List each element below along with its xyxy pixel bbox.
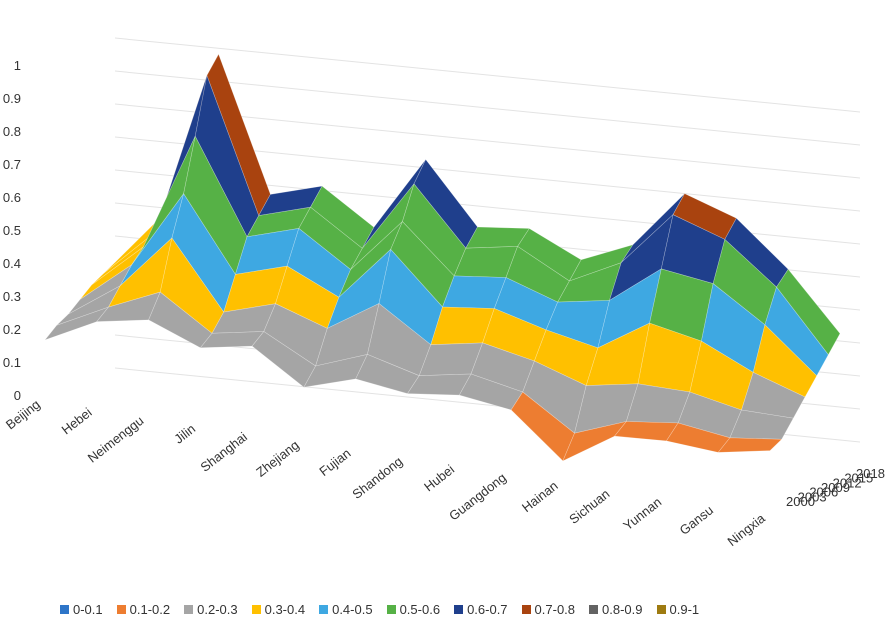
x-tick-label: Yunnan — [620, 494, 664, 533]
gridline — [114, 37, 861, 113]
z-tick-label: 0.1 — [3, 355, 21, 370]
legend-item: 0.1-0.2 — [116, 601, 171, 617]
depth-tick-label: 2012 — [833, 475, 862, 490]
x-tick-label: Fujian — [316, 445, 353, 479]
z-tick-label: 0.9 — [3, 91, 21, 106]
legend-swatch — [521, 604, 531, 614]
legend-label: 0.8-0.9 — [602, 601, 643, 617]
surface-cell — [717, 437, 783, 453]
z-tick-label: 0.4 — [3, 256, 21, 271]
legend-label: 0.6-0.7 — [467, 601, 508, 617]
x-tick-label: Neimenggu — [85, 413, 147, 466]
depth-tick-label: 2003 — [798, 489, 827, 504]
z-tick-label: 0.7 — [3, 157, 21, 172]
depth-tick-label: 2018 — [856, 466, 885, 481]
gridline — [114, 70, 861, 146]
surface — [44, 53, 841, 462]
legend-swatch — [184, 604, 194, 614]
legend-label: 0.5-0.6 — [399, 601, 441, 617]
legend: 0-0.1 0.1-0.2 0.2-0.3 0.3-0.4 0.4-0.5 0.5-0.6… — [60, 598, 699, 620]
legend-item: 0.9-1 — [656, 601, 700, 617]
legend-swatch — [251, 604, 261, 614]
x-tick-label: Hainan — [519, 478, 561, 515]
legend-item: 0-0.1 — [60, 602, 103, 617]
x-tick-label: Sichuan — [566, 486, 612, 527]
x-tick-label: Beijing — [3, 397, 43, 433]
x-tick-label: Jilin — [171, 421, 198, 447]
legend-swatch — [454, 604, 464, 614]
z-axis-ticks: 0 0.1 0.2 0.3 0.4 0.5 0.6 0.7 0.8 0.9 1 — [3, 58, 21, 403]
legend-swatch — [116, 604, 126, 614]
legend-label: 0.3-0.4 — [264, 601, 306, 617]
legend-item: 0.5-0.6 — [386, 601, 441, 617]
legend-item: 0.3-0.4 — [251, 601, 306, 617]
depth-tick-label: 2006 — [809, 485, 838, 500]
depth-tick-label: 2015 — [844, 471, 873, 486]
x-tick-label: Guangdong — [446, 470, 509, 524]
z-tick-label: 0.3 — [3, 289, 21, 304]
legend-swatch — [60, 604, 69, 614]
x-tick-label: Ningxia — [724, 510, 768, 549]
legend-item: 0.2-0.3 — [184, 601, 238, 617]
z-tick-label: 0.8 — [3, 124, 21, 139]
legend-swatch — [656, 604, 666, 614]
x-tick-label: Shanghai — [197, 429, 250, 475]
legend-label: 0.9-1 — [669, 601, 700, 617]
legend-label: 0.4-0.5 — [332, 601, 373, 617]
depth-tick-label: 2009 — [821, 480, 850, 495]
legend-item: 0.7-0.8 — [521, 601, 576, 617]
legend-item: 0.4-0.5 — [319, 601, 373, 617]
legend-swatch — [386, 604, 396, 614]
legend-item: 0.6-0.7 — [454, 601, 508, 617]
legend-label: 0.7-0.8 — [534, 601, 576, 617]
z-tick-label: 0.6 — [3, 190, 21, 205]
z-tick-label: 1 — [14, 58, 21, 73]
legend-item: 0.8-0.9 — [589, 601, 643, 617]
z-tick-label: 0 — [14, 388, 21, 403]
depth-tick-label: 2000 — [786, 494, 815, 509]
x-tick-label: Hubei — [421, 462, 457, 495]
x-tick-label: Gansu — [677, 502, 716, 537]
x-tick-label: Shandong — [349, 454, 405, 502]
z-tick-label: 0.2 — [3, 322, 21, 337]
legend-label: 0.1-0.2 — [129, 601, 171, 617]
z-tick-label: 0.5 — [3, 223, 21, 238]
legend-swatch — [589, 604, 599, 614]
legend-label: 0.2-0.3 — [197, 601, 238, 617]
x-tick-label: Zhejiang — [253, 437, 302, 480]
legend-label: 0-0.1 — [73, 601, 103, 617]
legend-swatch — [319, 604, 329, 614]
surface-cell — [752, 324, 818, 398]
x-tick-label: Hebei — [59, 405, 95, 438]
